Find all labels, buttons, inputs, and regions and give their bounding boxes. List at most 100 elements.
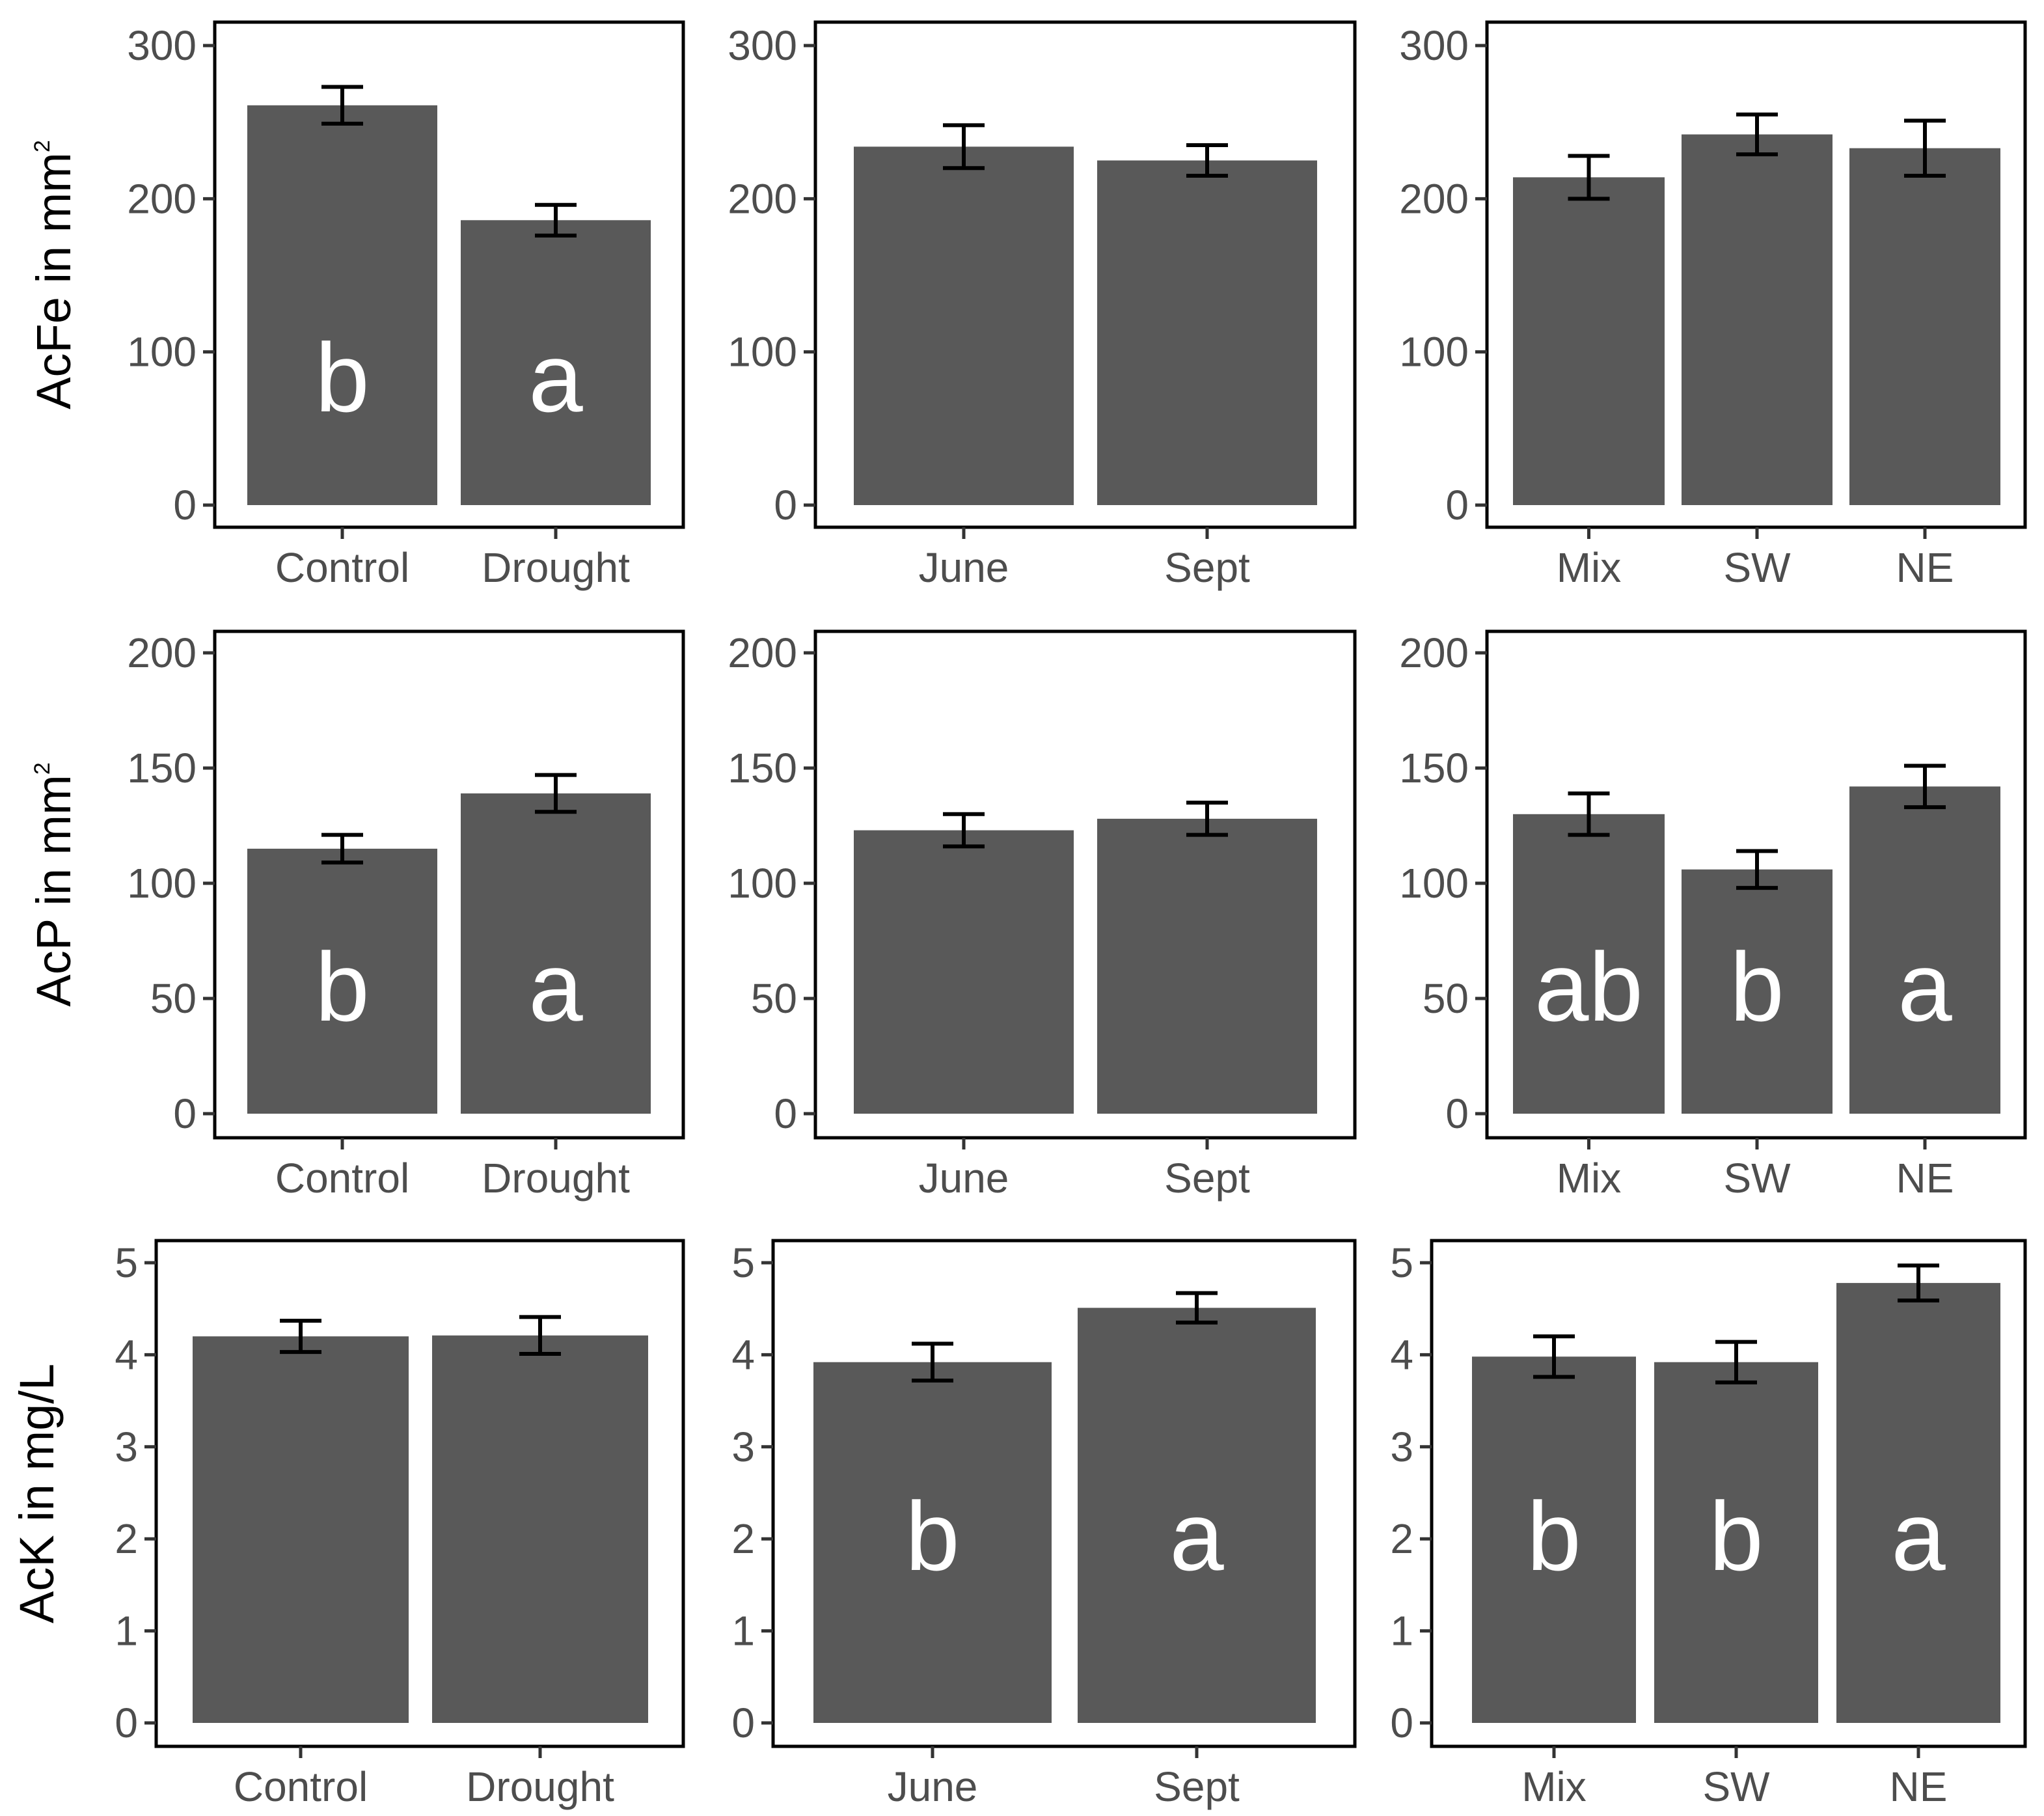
p3-errorbar-mix bbox=[1568, 154, 1610, 201]
p5-errorbar-june bbox=[943, 812, 985, 849]
p9-letter-sw: b bbox=[1709, 1481, 1763, 1591]
p3-bar-ne bbox=[1849, 148, 2000, 505]
p4-ylabel: AcP in mm2 bbox=[27, 762, 81, 1006]
p1-panel-border bbox=[213, 20, 685, 529]
p5-bar-june bbox=[854, 830, 1074, 1114]
p1-letter-control: b bbox=[315, 323, 369, 432]
p1-errorbar-control bbox=[321, 85, 363, 126]
p8-xtick-label-sept: Sept bbox=[1154, 1763, 1240, 1810]
p2-panel-border bbox=[813, 20, 1357, 529]
p3-ytick-label-0: 0 bbox=[1445, 482, 1469, 529]
p8-ytick-label-0: 0 bbox=[731, 1699, 755, 1746]
p4-errorbar-control bbox=[321, 832, 363, 865]
p6-errorbar-mix bbox=[1568, 791, 1610, 837]
p6-ytick-label-100: 100 bbox=[1399, 860, 1469, 907]
p3-errorbar-ne bbox=[1904, 118, 1946, 178]
p6-bar-mix bbox=[1513, 814, 1665, 1114]
p9-xtick-label-sw: SW bbox=[1702, 1763, 1770, 1810]
p7-bar-control bbox=[193, 1336, 409, 1723]
p6-errorbar-sw bbox=[1736, 849, 1778, 890]
p7-ytick-label-2: 2 bbox=[115, 1515, 138, 1562]
p7-ytick-label-4: 4 bbox=[115, 1331, 138, 1378]
p6-xtick-label-mix: Mix bbox=[1557, 1155, 1622, 1202]
p4-letter-control: b bbox=[315, 932, 369, 1041]
p3-bar-mix bbox=[1513, 177, 1665, 505]
p3-xtick-label-sw: SW bbox=[1723, 544, 1791, 591]
p6-bar-ne bbox=[1849, 786, 2000, 1114]
p6-bar-sw bbox=[1682, 869, 1833, 1114]
p5-ytick-label-100: 100 bbox=[728, 860, 797, 907]
p6-xtick-label-sw: SW bbox=[1723, 1155, 1791, 1202]
p9-bar-sw bbox=[1654, 1362, 1818, 1723]
p4-bar-control bbox=[247, 848, 437, 1114]
p3-bar-sw bbox=[1682, 134, 1833, 505]
p2-errorbar-sept bbox=[1186, 143, 1228, 178]
p6-letter-ne: a bbox=[1898, 932, 1952, 1041]
p8-errorbar-june bbox=[912, 1341, 953, 1383]
p7-bar-drought bbox=[432, 1335, 648, 1723]
p5-ytick-label-150: 150 bbox=[728, 745, 797, 791]
p1-xtick-label-control: Control bbox=[275, 544, 409, 591]
p8-ytick-label-1: 1 bbox=[731, 1608, 755, 1655]
p2-errorbar-june bbox=[943, 123, 985, 171]
p9-ytick-label-4: 4 bbox=[1390, 1331, 1413, 1378]
p7-panel-border bbox=[154, 1239, 685, 1748]
p4-xtick-label-drought: Drought bbox=[482, 1155, 630, 1202]
p3-ytick-label-200: 200 bbox=[1399, 175, 1469, 222]
p9-ytick-label-0: 0 bbox=[1390, 1699, 1413, 1746]
p8-ytick-label-5: 5 bbox=[731, 1239, 755, 1286]
p9-bar-mix bbox=[1472, 1356, 1636, 1723]
p6-ytick-label-200: 200 bbox=[1399, 629, 1469, 676]
p8-bar-june bbox=[813, 1362, 1052, 1723]
p9-bar-ne bbox=[1836, 1283, 2000, 1723]
p4-ytick-label-200: 200 bbox=[127, 629, 197, 676]
p8-ytick-label-3: 3 bbox=[731, 1424, 755, 1470]
p7-ytick-label-5: 5 bbox=[115, 1239, 138, 1286]
p8-letter-sept: a bbox=[1169, 1481, 1224, 1591]
p9-errorbar-ne bbox=[1898, 1263, 1939, 1302]
p7-errorbar-control bbox=[280, 1319, 321, 1355]
p6-errorbar-ne bbox=[1904, 764, 1946, 810]
p3-errorbar-sw bbox=[1736, 112, 1778, 157]
p1-ytick-label-200: 200 bbox=[127, 175, 197, 222]
p5-bar-sept bbox=[1097, 818, 1317, 1114]
p9-errorbar-mix bbox=[1533, 1334, 1575, 1379]
p7-errorbar-drought bbox=[519, 1315, 561, 1356]
p9-ytick-label-5: 5 bbox=[1390, 1239, 1413, 1286]
p8-errorbar-sept bbox=[1176, 1291, 1218, 1325]
p4-ytick-label-50: 50 bbox=[150, 975, 197, 1022]
p9-panel-border bbox=[1430, 1239, 2027, 1748]
p4-bar-drought bbox=[461, 793, 651, 1114]
p2-ytick-label-100: 100 bbox=[728, 329, 797, 376]
p1-ylabel: AcFe in mm2 bbox=[27, 140, 81, 409]
p7-ytick-label-1: 1 bbox=[115, 1608, 138, 1655]
p7-ytick-label-3: 3 bbox=[115, 1424, 138, 1470]
p2-ytick-label-200: 200 bbox=[728, 175, 797, 222]
p2-ytick-label-0: 0 bbox=[774, 482, 797, 529]
p7-ylabel: AcK in mg/L bbox=[10, 1364, 64, 1623]
p2-xtick-label-sept: Sept bbox=[1164, 544, 1250, 591]
p3-ytick-label-100: 100 bbox=[1399, 329, 1469, 376]
p1-ytick-label-300: 300 bbox=[127, 22, 197, 69]
p3-ytick-label-300: 300 bbox=[1399, 22, 1469, 69]
p1-bar-control bbox=[247, 105, 437, 505]
p6-xtick-label-ne: NE bbox=[1896, 1155, 1954, 1202]
p2-bar-june bbox=[854, 146, 1074, 505]
p5-ytick-label-0: 0 bbox=[774, 1090, 797, 1137]
p8-bar-sept bbox=[1078, 1308, 1316, 1723]
p5-errorbar-sept bbox=[1186, 801, 1228, 837]
p9-errorbar-sw bbox=[1715, 1340, 1757, 1384]
p2-bar-sept bbox=[1097, 160, 1317, 505]
p4-xtick-label-control: Control bbox=[275, 1155, 409, 1202]
p4-ytick-label-150: 150 bbox=[127, 745, 197, 791]
p3-xtick-label-mix: Mix bbox=[1557, 544, 1622, 591]
p8-ytick-label-2: 2 bbox=[731, 1515, 755, 1562]
p8-xtick-label-june: June bbox=[888, 1763, 978, 1810]
p1-errorbar-drought bbox=[535, 202, 577, 238]
p8-ytick-label-4: 4 bbox=[731, 1331, 755, 1378]
p4-letter-drought: a bbox=[528, 932, 583, 1041]
p6-letter-mix: ab bbox=[1534, 932, 1643, 1041]
p2-ytick-label-300: 300 bbox=[728, 22, 797, 69]
p5-xtick-label-sept: Sept bbox=[1164, 1155, 1250, 1202]
